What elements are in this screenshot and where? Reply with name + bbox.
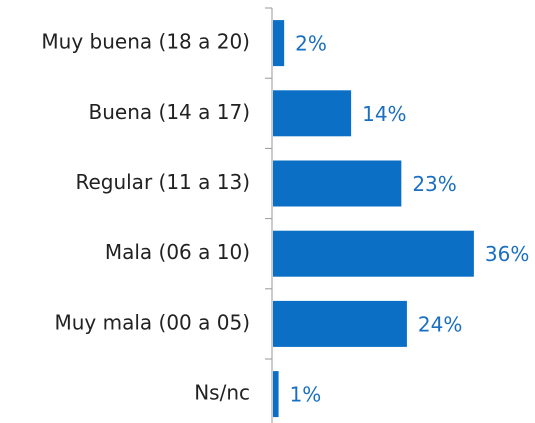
category-label: Buena (14 a 17) <box>89 100 250 124</box>
bar <box>273 371 279 418</box>
value-label: 23% <box>412 172 456 196</box>
category-label: Muy buena (18 a 20) <box>41 30 250 54</box>
bar <box>273 230 474 277</box>
bar <box>273 300 407 347</box>
value-label: 14% <box>362 102 406 126</box>
bar <box>273 160 402 207</box>
value-label: 24% <box>418 312 462 336</box>
bar <box>273 20 285 67</box>
bar <box>273 90 352 137</box>
category-label: Mala (06 a 10) <box>105 240 250 264</box>
value-label: 36% <box>485 242 529 266</box>
category-label: Regular (11 a 13) <box>75 170 250 194</box>
category-label: Muy mala (00 a 05) <box>54 310 250 334</box>
category-label: Ns/nc <box>194 381 250 405</box>
value-label: 2% <box>295 32 327 56</box>
value-label: 1% <box>290 383 322 407</box>
